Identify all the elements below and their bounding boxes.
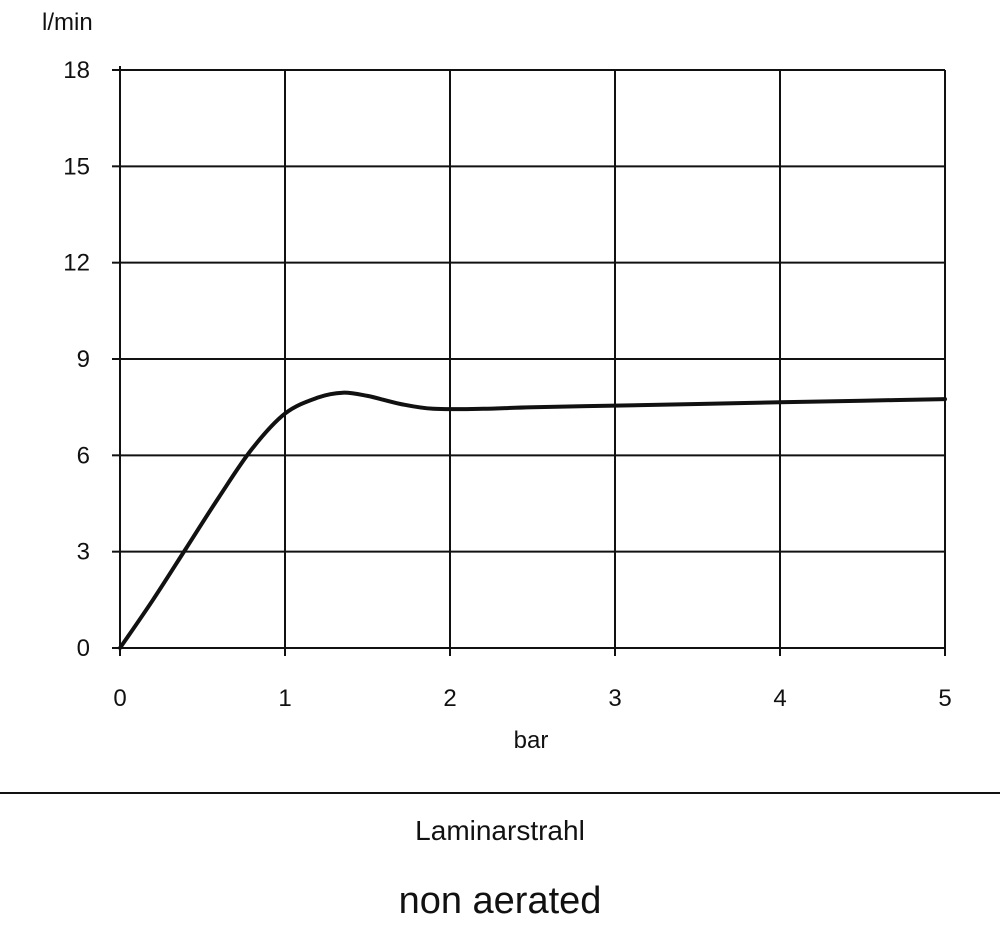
chart-axes xyxy=(112,66,946,656)
y-tick-label: 0 xyxy=(77,635,90,662)
flow-rate-line xyxy=(118,390,947,650)
x-tick-label: 2 xyxy=(443,685,456,712)
y-tick-label: 12 xyxy=(63,250,90,277)
x-tick-label: 1 xyxy=(278,685,291,712)
divider-line xyxy=(0,792,1000,794)
y-tick-label: 9 xyxy=(77,346,90,373)
x-tick-label: 3 xyxy=(608,685,621,712)
chart-series xyxy=(118,390,947,650)
y-axis-label: l/min xyxy=(42,9,93,36)
x-tick-label: 4 xyxy=(773,685,786,712)
x-tick-label: 0 xyxy=(113,685,126,712)
x-axis-label: bar xyxy=(514,727,549,754)
y-tick-label: 6 xyxy=(77,442,90,469)
y-tick-labels: 0 3 6 9 12 15 18 xyxy=(63,57,90,662)
chart-grid xyxy=(120,69,946,648)
y-tick-label: 15 xyxy=(63,153,90,180)
y-tick-label: 18 xyxy=(63,57,90,84)
caption-laminarstrahl: Laminarstrahl xyxy=(415,815,585,846)
y-tick-label: 3 xyxy=(77,539,90,566)
caption-non-aerated: non aerated xyxy=(398,880,602,922)
x-tick-labels: 0 1 2 3 4 5 xyxy=(113,685,951,712)
x-tick-label: 5 xyxy=(938,685,951,712)
